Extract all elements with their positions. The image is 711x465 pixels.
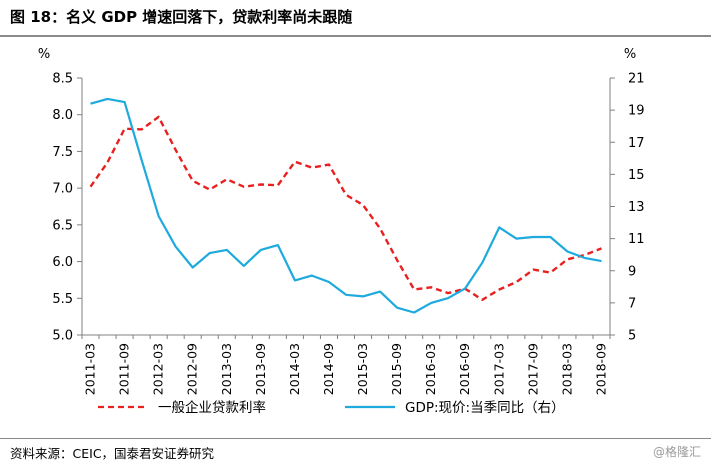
gdp-growth-line [90, 97, 602, 314]
right-tick-label: 9 [628, 264, 636, 279]
right-tick-label: 21 [628, 72, 645, 87]
x-tick-label: 2014-03 [287, 343, 302, 395]
right-tick-label: 15 [628, 168, 645, 183]
legend: 一般企业贷款利率 GDP:现价:当季同比（右） [98, 399, 565, 416]
right-tick-label: 5 [628, 329, 636, 344]
x-tick-label: 2017-03 [491, 343, 506, 395]
legend-label: GDP:现价:当季同比（右） [405, 400, 565, 416]
x-tick-label: 2016-09 [457, 343, 472, 395]
left-tick-label: 6.0 [52, 255, 73, 270]
x-tick-label: 2011-03 [83, 343, 98, 395]
left-tick-label: 5.0 [52, 329, 73, 344]
loan-rate-line [89, 115, 602, 301]
left-axis-unit: % [38, 47, 50, 62]
x-tick-label: 2015-03 [355, 343, 370, 395]
left-tick-label: 7.0 [52, 182, 73, 197]
chart-title: 图 18：名义 GDP 增速回落下，贷款利率尚未跟随 [10, 8, 353, 26]
source-note: 资料来源：CEIC，国泰君安证券研究 [10, 446, 215, 461]
x-tick-label: 2011-09 [117, 343, 132, 395]
x-tick-label: 2018-03 [559, 343, 574, 395]
x-tick-label: 2017-09 [525, 343, 540, 395]
right-axis-unit: % [624, 47, 636, 62]
left-tick-label: 6.5 [52, 218, 73, 233]
left-tick-label: 8.0 [52, 108, 73, 123]
left-tick-label: 7.5 [52, 145, 73, 160]
x-tick-label: 2012-03 [151, 343, 166, 395]
right-tick-label: 13 [628, 200, 645, 215]
watermark: @格隆汇 [652, 445, 701, 459]
right-tick-label: 17 [628, 136, 645, 151]
left-tick-label: 8.5 [52, 72, 73, 87]
x-tick-labels: 2011-03 2011-09 2012-03 2012-09 2013-03 2013-… [83, 343, 609, 395]
right-tick-label: 11 [628, 232, 645, 247]
right-tick-label: 19 [628, 104, 645, 119]
x-tick-label: 2018-09 [593, 343, 608, 395]
x-tick-label: 2016-03 [423, 343, 438, 395]
left-tick-label: 5.5 [52, 292, 73, 307]
x-tick-label: 2013-03 [219, 343, 234, 395]
axes: 5.0 5.5 6.0 6.5 7.0 7.5 8.0 8.5 5 7 9 11 13 15 17 19 21 [52, 72, 644, 344]
x-tick-label: 2012-09 [185, 343, 200, 395]
right-tick-label: 7 [628, 296, 636, 311]
x-tick-label: 2015-09 [389, 343, 404, 395]
line-chart: % % 5.0 5.5 6.0 6.5 7.0 7.5 8.0 8.5 5 7 9 11 13 15 17 1… [38, 47, 645, 416]
series-lines [89, 97, 602, 314]
x-tick-label: 2014-09 [321, 343, 336, 395]
title-divider [0, 35, 711, 37]
x-tick-label: 2013-09 [253, 343, 268, 395]
footer-divider [0, 438, 711, 439]
legend-label: 一般企业贷款利率 [158, 399, 266, 416]
